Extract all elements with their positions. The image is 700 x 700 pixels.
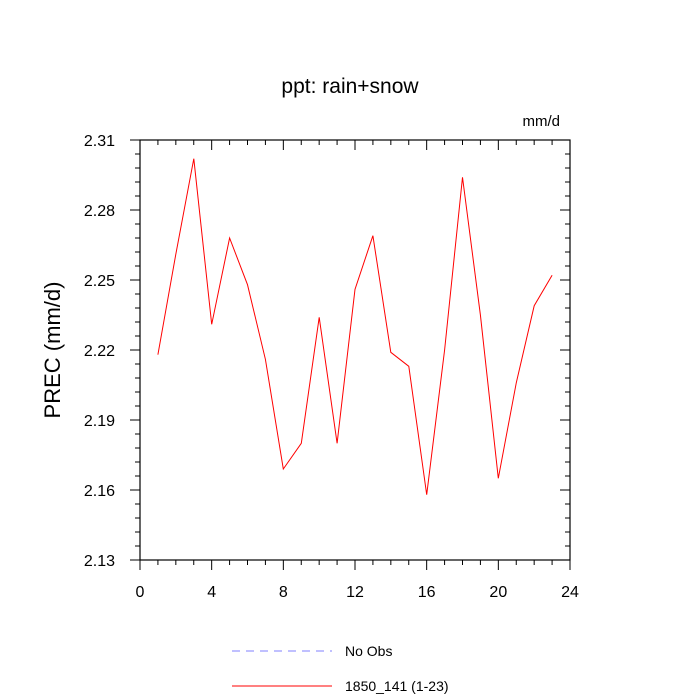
y-tick-labels: 2.13 2.16 2.19 2.22 2.25 2.28 2.31: [84, 133, 115, 570]
x-tick-label: 4: [207, 584, 216, 601]
x-tick-label: 24: [561, 584, 579, 601]
series-lines: [157, 158, 553, 495]
x-tick-label: 16: [418, 584, 436, 601]
y-tick-label: 2.28: [84, 203, 115, 220]
legend-series-label: 1850_141 (1-23): [345, 678, 449, 694]
x-tick-labels: 0 4 8 12 16 20 24: [136, 584, 579, 601]
y-tick-label: 2.19: [84, 413, 115, 430]
y-tick-label: 2.13: [84, 553, 115, 570]
axis-ticks: [130, 139, 571, 570]
units-label: mm/d: [523, 113, 561, 130]
y-tick-label: 2.22: [84, 343, 115, 360]
x-tick-label: 20: [489, 584, 507, 601]
plot-frame: [139, 139, 571, 561]
series-line: [157, 158, 553, 495]
legend: No Obs 1850_141 (1-23): [232, 643, 449, 694]
y-tick-label: 2.31: [84, 133, 115, 150]
y-axis-label: PREC (mm/d): [40, 282, 65, 419]
chart-title: ppt: rain+snow: [281, 75, 419, 98]
y-tick-label: 2.16: [84, 483, 115, 500]
x-tick-label: 8: [279, 584, 288, 601]
x-tick-label: 12: [346, 584, 364, 601]
y-tick-label: 2.25: [84, 273, 115, 290]
legend-no-obs-label: No Obs: [345, 643, 392, 659]
x-tick-label: 0: [136, 584, 145, 601]
